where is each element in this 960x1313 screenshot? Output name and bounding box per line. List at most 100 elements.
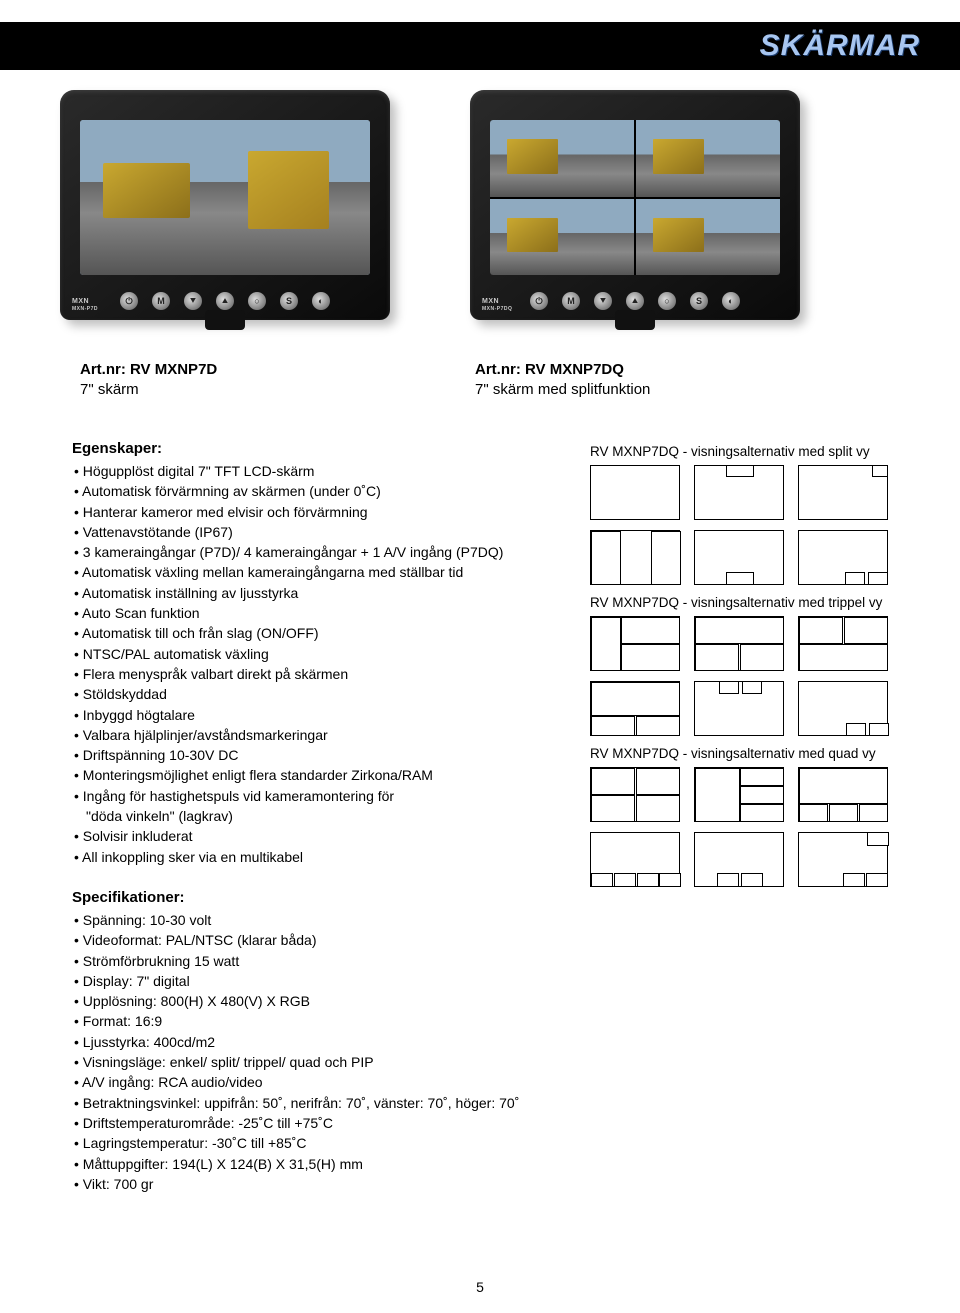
product-images: ⏻ M ⯆ ⯅ ○ S ◐ MXNMXN-P7D ⏻ M <box>60 90 810 340</box>
inner-region <box>799 617 843 644</box>
monitor-1: ⏻ M ⯆ ⯅ ○ S ◐ MXNMXN-P7D <box>60 90 400 340</box>
down-button: ⯆ <box>184 292 202 310</box>
split-grid <box>590 465 902 585</box>
monitor-logo: MXNMXN-P7D <box>72 298 98 312</box>
left-column: Egenskaper: Högupplöst digital 7" TFT LC… <box>72 440 562 1194</box>
layout-cell <box>590 465 680 520</box>
inner-region <box>591 768 635 795</box>
inner-region <box>659 873 681 887</box>
layout-cell <box>798 681 888 736</box>
inner-region <box>651 531 681 585</box>
power-icon: ⏻ <box>530 292 548 310</box>
quad-grid <box>590 767 902 887</box>
inner-region <box>867 832 889 846</box>
list-item: 3 kameraingångar (P7D)/ 4 kameraingångar… <box>74 542 562 562</box>
list-item: Upplösning: 800(H) X 480(V) X RGB <box>74 991 562 1011</box>
inner-region <box>868 572 888 585</box>
list-item: NTSC/PAL automatisk växling <box>74 644 562 664</box>
trippel-caption: RV MXNP7DQ - visningsalternativ med trip… <box>590 595 902 610</box>
quad-caption: RV MXNP7DQ - visningsalternativ med quad… <box>590 746 902 761</box>
inner-region <box>621 644 680 671</box>
inner-region <box>636 768 680 795</box>
inner-region <box>591 617 621 671</box>
inner-region <box>636 795 680 822</box>
art-nr-2: Art.nr: RV MXNP7DQ <box>475 361 624 378</box>
list-item: Valbara hjälplinjer/avståndsmarkeringar <box>74 725 562 745</box>
monitor-logo: MXNMXN-P7DQ <box>482 298 512 312</box>
inner-region <box>740 644 784 671</box>
layout-row <box>590 681 902 736</box>
inner-region <box>742 681 762 694</box>
inner-region <box>846 723 866 736</box>
up-button: ⯅ <box>216 292 234 310</box>
inner-region <box>591 873 613 887</box>
layout-cell <box>798 616 888 671</box>
list-item: Automatisk till och från slag (ON/OFF) <box>74 623 562 643</box>
inner-region <box>869 723 889 736</box>
inner-region <box>740 768 784 786</box>
layout-cell <box>590 681 680 736</box>
list-item: All inkoppling sker via en multikabel <box>74 847 562 867</box>
inner-region <box>726 572 754 585</box>
select-button: S <box>280 292 298 310</box>
list-item: Display: 7" digital <box>74 971 562 991</box>
monitor-2: ⏻ M ⯆ ⯅ ○ S ◐ MXNMXN-P7DQ <box>470 90 810 340</box>
list-item: Ingång för hastighetspuls vid kameramont… <box>74 786 562 827</box>
inner-region <box>591 795 635 822</box>
inner-region <box>799 644 888 671</box>
egenskaper-heading: Egenskaper: <box>72 440 562 457</box>
main-columns: Egenskaper: Högupplöst digital 7" TFT LC… <box>72 440 902 1194</box>
inner-region <box>799 768 888 804</box>
monitor-stand <box>615 310 655 330</box>
caption-2: Art.nr: RV MXNP7DQ 7" skärm med splitfun… <box>475 360 650 401</box>
inner-region <box>866 873 888 887</box>
layout-row <box>590 832 902 887</box>
layout-cell <box>590 767 680 822</box>
spec-heading: Specifikationer: <box>72 889 562 906</box>
list-item: Stöldskyddad <box>74 684 562 704</box>
list-item: Strömförbrukning 15 watt <box>74 951 562 971</box>
select-button: S <box>690 292 708 310</box>
list-item: Automatisk växling mellan kameraingångar… <box>74 562 562 582</box>
inner-region <box>719 681 739 694</box>
inner-region <box>636 716 680 736</box>
layout-cell <box>798 465 888 520</box>
list-item: Ljusstyrka: 400cd/m2 <box>74 1032 562 1052</box>
monitor-buttons: ⏻ M ⯆ ⯅ ○ S ◐ <box>470 292 800 310</box>
list-item: Monteringsmöjlighet enligt flera standar… <box>74 765 562 785</box>
list-item: Lagringstemperatur: -30˚C till +85˚C <box>74 1133 562 1153</box>
monitor-stand <box>205 310 245 330</box>
header-bar: SKÄRMAR <box>0 22 960 70</box>
inner-region <box>740 804 784 822</box>
split-caption: RV MXNP7DQ - visningsalternativ med spli… <box>590 444 902 459</box>
extra-button: ◐ <box>312 292 330 310</box>
spec-list: Spänning: 10-30 voltVideoformat: PAL/NTS… <box>72 910 562 1194</box>
trippel-grid <box>590 616 902 736</box>
layout-cell <box>694 465 784 520</box>
list-item: Format: 16:9 <box>74 1011 562 1031</box>
list-item: A/V ingång: RCA audio/video <box>74 1072 562 1092</box>
list-item: Visningsläge: enkel/ split/ trippel/ qua… <box>74 1052 562 1072</box>
subtitle-2: 7" skärm med splitfunktion <box>475 381 650 398</box>
power-icon: ⏻ <box>120 292 138 310</box>
list-item: Inbyggd högtalare <box>74 705 562 725</box>
layout-row <box>590 767 902 822</box>
layout-row <box>590 530 902 585</box>
layout-cell <box>798 530 888 585</box>
list-item: Videoformat: PAL/NTSC (klarar båda) <box>74 930 562 950</box>
list-item: Automatisk förvärmning av skärmen (under… <box>74 481 562 501</box>
inner-region <box>591 716 635 736</box>
layout-cell <box>694 681 784 736</box>
inner-region <box>859 804 888 822</box>
mode-button: ○ <box>658 292 676 310</box>
list-item: Spänning: 10-30 volt <box>74 910 562 930</box>
layout-cell <box>694 616 784 671</box>
list-item: Högupplöst digital 7" TFT LCD-skärm <box>74 461 562 481</box>
monitor-screen-quad <box>490 120 780 275</box>
list-item: Automatisk inställning av ljusstyrka <box>74 583 562 603</box>
inner-region <box>740 786 784 804</box>
subtitle-1: 7" skärm <box>80 381 139 398</box>
page-number: 5 <box>476 1279 484 1295</box>
monitor-frame: ⏻ M ⯆ ⯅ ○ S ◐ MXNMXN-P7DQ <box>470 90 800 320</box>
inner-region <box>637 873 659 887</box>
